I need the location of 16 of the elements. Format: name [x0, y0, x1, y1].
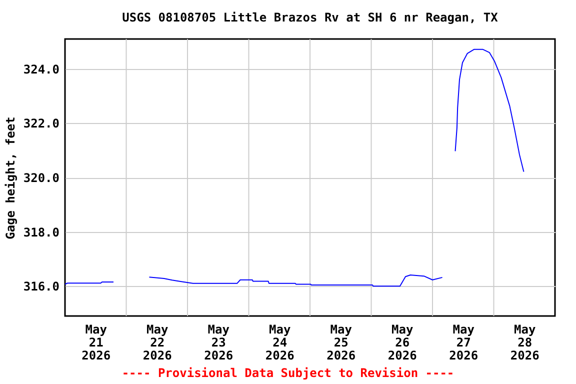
- x-tick-label: May 22 2026: [142, 322, 172, 362]
- x-tick-label: May 26 2026: [388, 322, 417, 362]
- x-tick-label: May 21 2026: [82, 322, 111, 362]
- y-tick-label: 320.0: [23, 171, 60, 185]
- y-tick-label: 318.0: [23, 225, 60, 240]
- y-tick-label: 322.0: [23, 116, 60, 131]
- x-tick-label: May 28 2026: [510, 322, 540, 362]
- y-axis-title: Gage height, feet: [4, 116, 18, 240]
- x-tick-label: May 25 2026: [326, 322, 356, 362]
- chart-title: USGS 08108705 Little Brazos Rv at SH 6 nr Reagan, TX: [122, 10, 499, 24]
- x-tick-label: May 24 2026: [265, 322, 294, 362]
- x-tick-label: May 27 2026: [449, 322, 478, 362]
- text: ---- Provisional Data Subject to Revision ----: [120, 366, 456, 380]
- x-tick-label: May 23 2026: [204, 322, 234, 362]
- y-tick-label: 316.0: [23, 280, 60, 294]
- y-tick-label: 324.0: [23, 62, 60, 76]
